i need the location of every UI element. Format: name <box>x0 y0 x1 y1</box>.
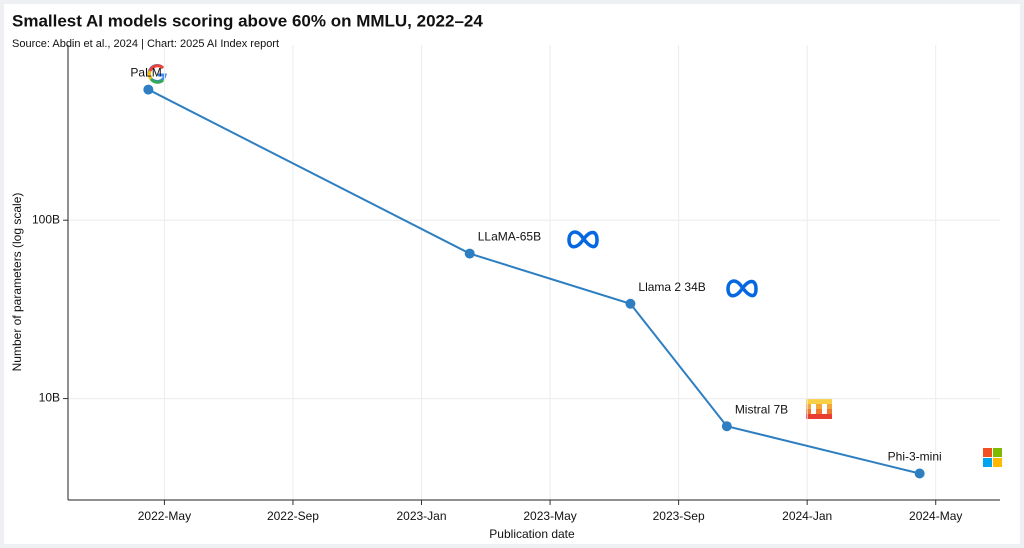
x-tick-label: 2022-Sep <box>267 509 319 523</box>
point-label: Phi-3-mini <box>888 450 942 464</box>
x-tick-label: 2024-Jan <box>782 509 832 523</box>
point <box>143 84 154 95</box>
y-axis-label: Number of parameters (log scale) <box>10 193 24 372</box>
chart-subtitle: Source: Abdin et al., 2024 | Chart: 2025… <box>12 38 279 50</box>
y-tick-label: 10B <box>39 391 60 405</box>
point-label: PaLM <box>130 66 161 80</box>
x-tick-label: 2024-May <box>909 509 962 523</box>
logo-meta <box>567 230 758 298</box>
x-tick-label: 2022-May <box>138 509 191 523</box>
x-tick-label: 2023-Jan <box>396 509 446 523</box>
point <box>914 468 925 479</box>
point-label: Llama 2 34B <box>638 280 705 294</box>
point-label: LLaMA-65B <box>478 230 541 244</box>
x-tick-label: 2023-May <box>523 509 576 523</box>
y-tick-label: 100B <box>32 212 60 226</box>
chart-title: Smallest AI models scoring above 60% on … <box>12 11 483 30</box>
panel <box>4 4 1020 544</box>
x-tick-label: 2023-Sep <box>653 509 705 523</box>
logo-google <box>147 63 167 84</box>
point <box>721 421 732 432</box>
point <box>464 248 475 259</box>
point-label: Mistral 7B <box>735 402 788 416</box>
x-axis-label: Publication date <box>489 527 575 541</box>
logo-microsoft <box>983 448 1002 467</box>
logo-mistral <box>806 399 832 419</box>
point <box>625 298 636 309</box>
